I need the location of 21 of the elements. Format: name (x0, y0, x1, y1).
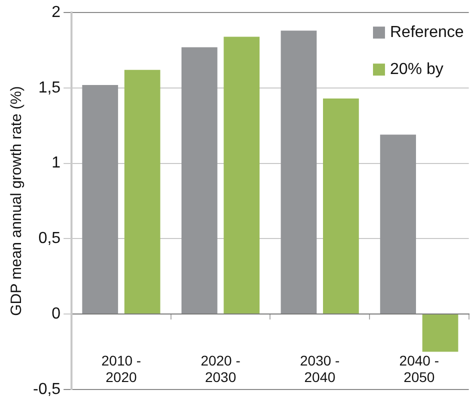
bar (82, 84, 118, 314)
y-tick-label: 1 (52, 154, 61, 172)
x-tick-label: 2040 - 2050 (399, 352, 440, 386)
x-tick-label: 2010 - 2020 (101, 352, 142, 386)
bar (124, 70, 160, 314)
x-tick-label: 2020 - 2030 (200, 352, 241, 386)
y-tick-label: 0,5 (38, 230, 61, 248)
y-tick-label: 2 (52, 4, 61, 22)
y-tick-label: 1,5 (38, 79, 61, 96)
bar (280, 30, 317, 314)
x-tick-label: 2030 - 2040 (300, 352, 340, 386)
legend-label: Reference (390, 24, 464, 42)
y-axis-title: GDP mean annual growth rate (%) (8, 86, 26, 316)
legend-label: 20% by (390, 61, 444, 78)
bar (380, 134, 416, 314)
bar (422, 314, 458, 352)
bar (323, 98, 359, 314)
y-tick-label: -0,5 (32, 380, 61, 398)
bar (224, 36, 260, 314)
bar (181, 47, 218, 314)
y-tick-label: 0 (52, 305, 61, 322)
